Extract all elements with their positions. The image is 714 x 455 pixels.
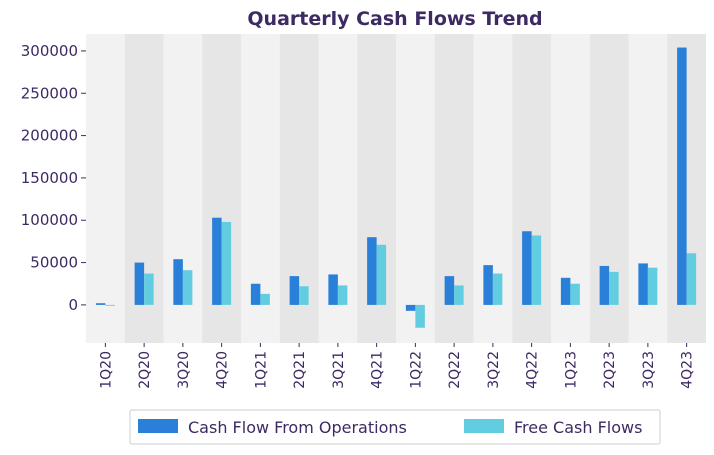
bar-operations-2q22: [444, 276, 455, 305]
bar-operations-4q23: [677, 47, 687, 305]
bar-operations-2q23: [599, 265, 610, 305]
bar-free-cash-flows-3q20: [182, 270, 193, 305]
bar-free-cash-flows-3q23: [647, 267, 658, 305]
bar-free-cash-flows-4q22: [531, 235, 542, 305]
bar-operations-1q23: [560, 277, 571, 305]
bar-free-cash-flows-4q20: [221, 221, 232, 305]
y-tick-label-150000: 150000: [21, 169, 78, 187]
x-tick-label-3q21: 3Q21: [331, 351, 347, 389]
y-tick-label-50000: 50000: [30, 254, 78, 272]
x-axis-ticks: 1Q20 2Q20 3Q20 4Q20 1Q21 2Q21 3Q21 4Q21 1Q22 2Q22…: [98, 343, 696, 389]
bar-free-cash-flows-1q23: [570, 283, 580, 305]
y-tick-label-0: 0: [68, 296, 78, 314]
bar-operations-3q21: [328, 274, 338, 305]
bar-operations-4q22: [522, 231, 532, 305]
bar-free-cash-flows-3q21: [337, 285, 348, 305]
y-tick-label-300000: 300000: [21, 42, 78, 60]
bar-free-cash-flows-1q20: [105, 304, 115, 306]
y-tick-label-100000: 100000: [21, 211, 78, 229]
bar-operations-3q20: [173, 259, 183, 305]
bar-operations-4q20: [212, 217, 222, 305]
bar-operations-1q20: [95, 303, 106, 305]
x-tick-label-4q22: 4Q22: [525, 351, 541, 389]
bar-operations-4q21: [367, 237, 377, 305]
x-tick-label-1q22: 1Q22: [408, 351, 424, 389]
x-tick-label-1q23: 1Q23: [563, 351, 579, 389]
y-tick-label-250000: 250000: [21, 84, 78, 102]
x-tick-label-3q20: 3Q20: [176, 351, 192, 389]
x-tick-label-1q21: 1Q21: [253, 351, 269, 389]
bar-operations-2q21: [289, 276, 300, 305]
x-tick-label-2q23: 2Q23: [602, 351, 618, 389]
bar-group: [95, 47, 697, 328]
background-band-1q22: [396, 34, 435, 343]
bar-free-cash-flows-1q22: [415, 304, 425, 328]
bar-free-cash-flows-2q22: [454, 285, 464, 305]
x-tick-label-1q20: 1Q20: [98, 351, 114, 389]
x-tick-label-3q23: 3Q23: [641, 351, 657, 389]
x-tick-label-2q21: 2Q21: [292, 351, 308, 389]
y-tick-label-200000: 200000: [21, 127, 78, 145]
bar-operations-3q22: [483, 265, 493, 305]
bar-free-cash-flows-4q21: [376, 244, 387, 305]
background-band-1q20: [86, 34, 125, 343]
bar-operations-3q23: [638, 263, 648, 305]
x-tick-label-2q20: 2Q20: [137, 351, 153, 389]
x-tick-label-4q21: 4Q21: [370, 351, 386, 389]
x-tick-label-3q22: 3Q22: [486, 351, 502, 389]
bar-free-cash-flows-2q23: [609, 271, 619, 305]
legend-frame: [129, 409, 661, 445]
legend-swatch-operations: [138, 419, 178, 433]
bar-operations-2q20: [134, 262, 145, 305]
x-tick-label-2q22: 2Q22: [447, 351, 463, 389]
bar-operations-1q21: [250, 283, 261, 305]
x-tick-label-4q20: 4Q20: [215, 351, 231, 389]
legend-label-free-cash-flows: Free Cash Flows: [514, 418, 642, 437]
bar-free-cash-flows-2q20: [144, 273, 154, 305]
legend-label-operations: Cash Flow From Operations: [188, 418, 407, 437]
chart-title: Quarterly Cash Flows Trend: [247, 8, 542, 30]
bar-free-cash-flows-2q21: [299, 286, 309, 305]
bar-free-cash-flows-3q22: [492, 273, 503, 305]
bar-operations-1q22: [405, 304, 416, 311]
y-axis-ticks: 0 50000 100000 150000 200000 250000 300000: [21, 42, 86, 314]
legend: Cash Flow From Operations Free Cash Flow…: [129, 409, 661, 445]
bar-free-cash-flows-4q23: [686, 253, 697, 305]
x-tick-label-4q23: 4Q23: [680, 351, 696, 389]
bar-free-cash-flows-1q21: [260, 293, 270, 305]
legend-swatch-free-cash-flows: [464, 419, 504, 433]
